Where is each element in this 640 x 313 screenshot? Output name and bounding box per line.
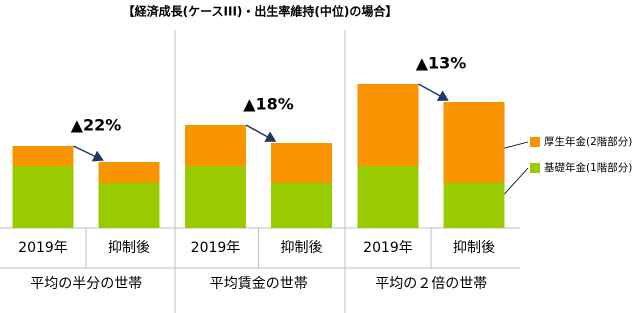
x-tick-label: 抑制後 [453, 240, 495, 256]
chart-title: 【経済成長(ケースIII)・出生率維持(中位)の場合】 [123, 4, 398, 19]
bar-segment [98, 183, 160, 228]
bar-segment [271, 143, 332, 183]
annotation: ▲22% [71, 116, 122, 135]
bar-segment [271, 183, 332, 228]
legend-swatch [530, 137, 540, 147]
group-label: 平均の半分の世帯 [30, 276, 142, 292]
arrow [245, 124, 277, 142]
bar-segment [12, 166, 74, 228]
arrow [73, 145, 104, 162]
legend-label: 厚生年金(2階部分) [544, 135, 632, 148]
x-tick-label: 2019年 [191, 240, 241, 256]
bar-segment [357, 166, 419, 228]
arrow [418, 83, 449, 101]
bar-segment [98, 162, 160, 183]
legend-swatch [530, 163, 540, 173]
bar-segment [185, 166, 246, 228]
legend-label: 基礎年金(1階部分) [544, 161, 632, 174]
bar-segment [185, 125, 246, 166]
x-tick-label: 2019年 [363, 240, 413, 256]
annotation: ▲18% [243, 95, 294, 114]
x-tick-label: 2019年 [18, 240, 68, 256]
bar-segment [357, 84, 419, 166]
group-label: 平均の２倍の世帯 [375, 276, 487, 292]
x-tick-label: 抑制後 [108, 240, 150, 256]
annotation: ▲13% [416, 54, 467, 73]
bar-segment [443, 183, 505, 228]
x-tick-label: 抑制後 [281, 240, 323, 256]
bar-segment [12, 146, 74, 166]
bar-segment [443, 102, 505, 183]
group-label: 平均賃金の世帯 [210, 276, 308, 292]
